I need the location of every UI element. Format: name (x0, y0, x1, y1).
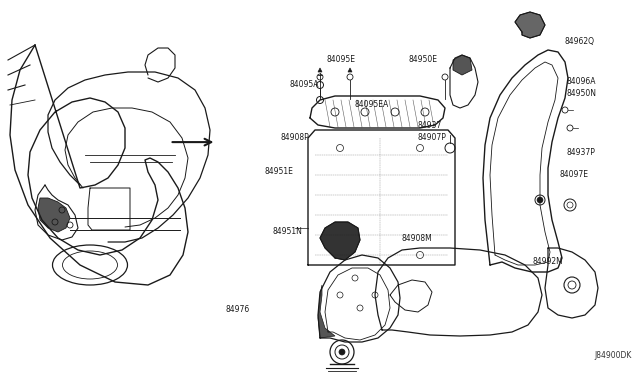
Polygon shape (348, 68, 352, 72)
Text: 84976: 84976 (225, 305, 250, 314)
Text: 84950N: 84950N (566, 89, 596, 98)
Polygon shape (453, 55, 472, 75)
Text: 84097E: 84097E (560, 170, 589, 179)
Text: 84095A: 84095A (290, 80, 319, 89)
Polygon shape (320, 222, 360, 260)
Circle shape (537, 197, 543, 203)
Polygon shape (38, 198, 70, 232)
Text: 84937: 84937 (417, 121, 442, 130)
Text: J84900DK: J84900DK (595, 350, 632, 359)
Text: 84096A: 84096A (566, 77, 596, 86)
Text: 84962Q: 84962Q (564, 37, 595, 46)
Text: 84951E: 84951E (264, 167, 293, 176)
Text: 84908P: 84908P (280, 133, 309, 142)
Circle shape (339, 349, 345, 355)
Text: 84908M: 84908M (402, 234, 433, 243)
Text: 84951N: 84951N (273, 227, 303, 236)
Polygon shape (318, 285, 335, 338)
Text: 84950E: 84950E (408, 55, 437, 64)
Text: 84937P: 84937P (566, 148, 595, 157)
Polygon shape (318, 68, 322, 72)
Text: 84095EA: 84095EA (355, 100, 389, 109)
Text: 84992M: 84992M (532, 257, 563, 266)
Text: 84095E: 84095E (326, 55, 355, 64)
Text: 84907P: 84907P (417, 133, 446, 142)
Polygon shape (515, 12, 545, 38)
